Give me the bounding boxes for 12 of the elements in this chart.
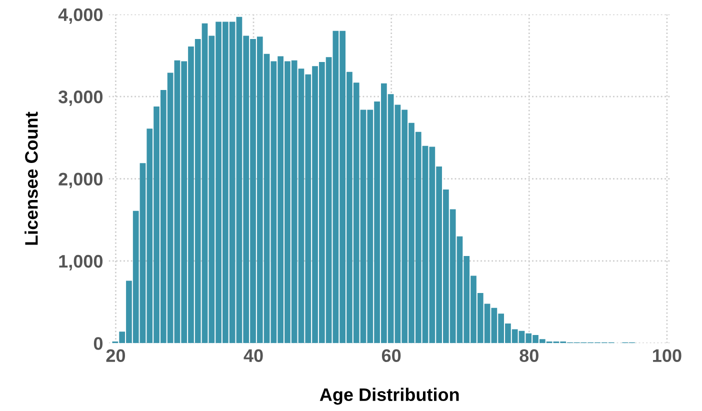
y-tick-label: 2,000	[58, 172, 103, 188]
x-tick-label: 40	[244, 349, 263, 362]
y-axis-title: Licensee Count	[24, 112, 38, 245]
y-tick-label: 4,000	[58, 8, 103, 24]
x-axis-title: Age Distribution	[320, 388, 459, 405]
x-tick-label: 80	[520, 349, 538, 362]
x-tick-label: 20	[106, 349, 126, 362]
y-tick-label: 3,000	[58, 90, 103, 106]
x-tick-label: 100	[653, 349, 682, 362]
x-tick-label: 60	[382, 349, 401, 362]
y-tick-label: 0	[94, 337, 103, 350]
y-tick-label: 1,000	[59, 254, 103, 270]
